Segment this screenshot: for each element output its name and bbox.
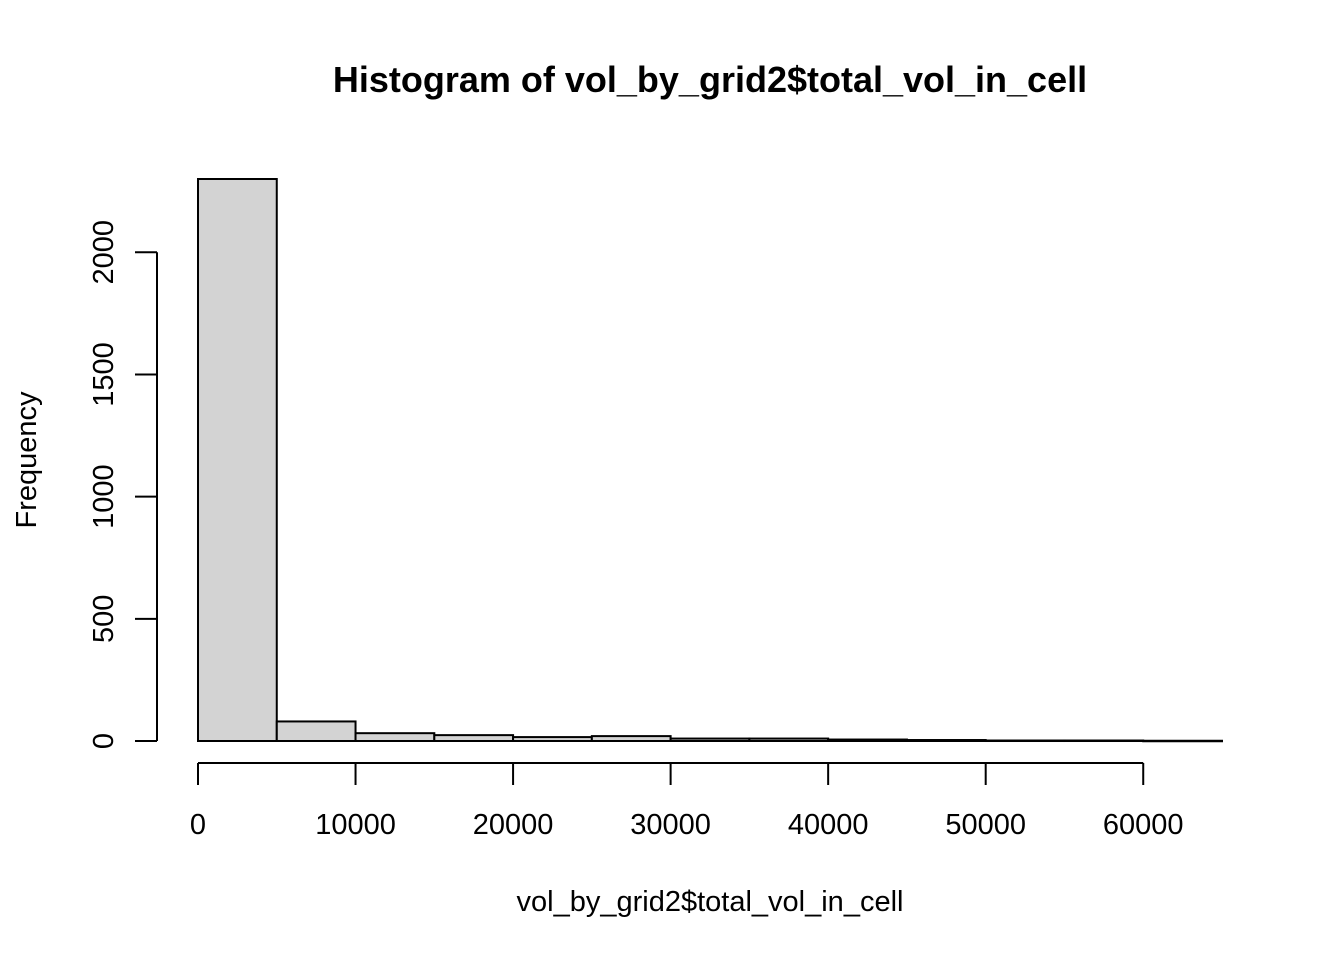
- y-axis: 0 500 1000 1500 2000: [88, 220, 158, 749]
- x-tick-label-3: 30000: [630, 809, 711, 841]
- x-tick-label-5: 50000: [945, 809, 1026, 841]
- x-tick-label-4: 40000: [788, 809, 869, 841]
- y-tick-label-3: 1500: [88, 342, 120, 407]
- chart-title: Histogram of vol_by_grid2$total_vol_in_c…: [333, 59, 1087, 100]
- histogram-bar-0: [197, 178, 278, 742]
- y-tick-label-1: 500: [88, 595, 120, 643]
- histogram-bar-2: [354, 732, 436, 742]
- x-tick-label-6: 60000: [1103, 809, 1184, 841]
- y-tick-label-2: 1000: [88, 464, 120, 529]
- x-tick-label-2: 20000: [473, 809, 554, 841]
- y-tick-label-4: 2000: [88, 220, 120, 285]
- histogram-bar-1: [275, 720, 357, 742]
- y-axis-label: Frequency: [11, 391, 43, 529]
- x-axis: 0 10000 20000 30000 40000 50000 60000: [190, 762, 1184, 841]
- bars-group: [197, 178, 1223, 743]
- y-tick-label-0: 0: [88, 733, 120, 749]
- x-axis-label: vol_by_grid2$total_vol_in_cell: [517, 886, 904, 918]
- x-tick-label-0: 0: [190, 809, 206, 841]
- x-tick-label-1: 10000: [315, 809, 396, 841]
